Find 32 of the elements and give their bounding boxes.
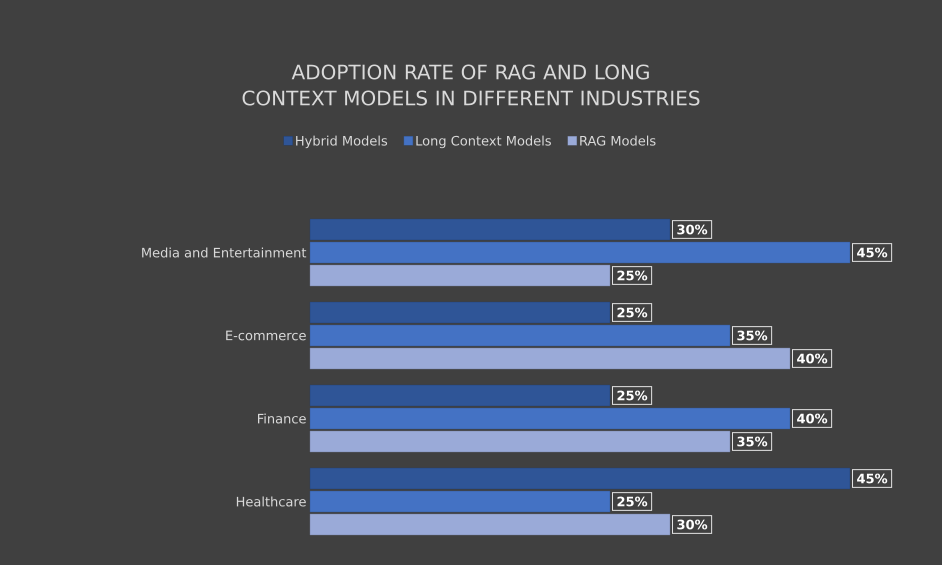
data-label: 35% <box>737 330 768 340</box>
bar <box>310 430 730 452</box>
y-tick-label: Healthcare <box>236 496 306 507</box>
bar <box>310 264 610 286</box>
legend-label: Long Context Models <box>416 136 551 148</box>
data-label: 25% <box>618 270 648 280</box>
bar <box>310 490 610 512</box>
y-tick-label: E-commerce <box>226 330 306 340</box>
bar <box>310 218 670 240</box>
data-label: 25% <box>618 308 648 318</box>
bar <box>310 384 610 406</box>
bar <box>310 468 850 490</box>
legend-label: RAG Models <box>580 136 656 146</box>
y-tick-label: Finance <box>258 413 306 424</box>
data-label: 30% <box>677 224 708 234</box>
bar <box>310 242 850 264</box>
legend-label: Hybrid Models <box>296 136 388 148</box>
data-label: 35% <box>737 436 768 446</box>
data-label: 30% <box>677 520 708 530</box>
bar <box>310 324 730 346</box>
data-label: 40% <box>797 414 828 424</box>
bar <box>310 408 790 430</box>
data-label: 25% <box>618 496 648 506</box>
chart-title: ADOPTION RATE OF RAG AND LONG CONTEXT MODELS IN DIFFERENT INDUSTRIES <box>242 64 700 106</box>
bar <box>310 348 790 370</box>
y-tick-label: Media and Entertainment <box>142 247 306 258</box>
bar <box>310 514 670 536</box>
data-label: 45% <box>857 248 888 258</box>
data-label: 40% <box>797 354 828 364</box>
data-label: 25% <box>618 390 648 400</box>
data-label: 45% <box>857 474 888 484</box>
bar <box>310 302 610 324</box>
